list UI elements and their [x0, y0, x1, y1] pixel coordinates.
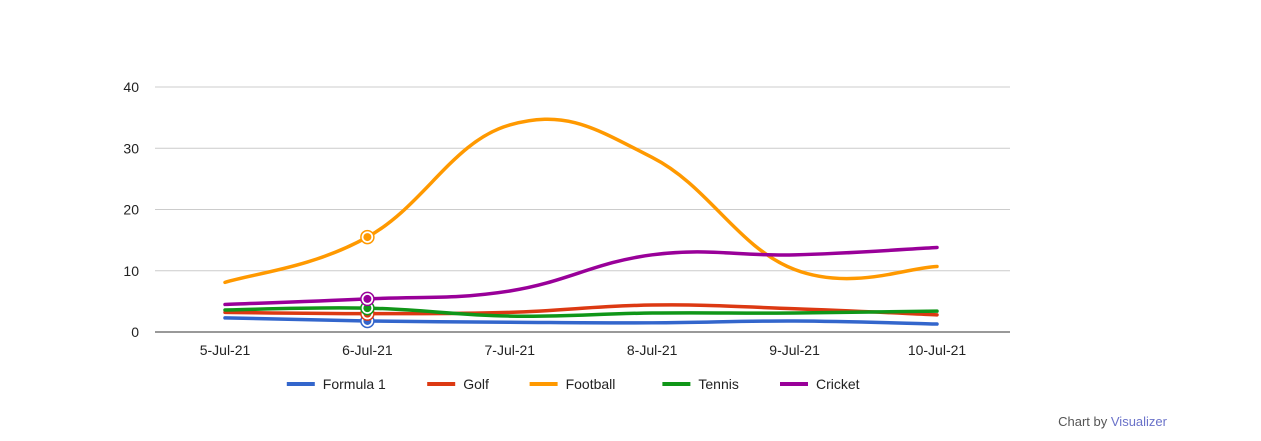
- x-tick-label: 5-Jul-21: [200, 342, 251, 358]
- series-line-tennis[interactable]: [223, 306, 939, 318]
- data-point-tennis[interactable]: [363, 304, 372, 313]
- y-tick-label: 0: [131, 324, 139, 340]
- series-line-football[interactable]: [223, 117, 939, 285]
- x-tick-label: 8-Jul-21: [627, 342, 678, 358]
- data-point-cricket[interactable]: [363, 294, 372, 303]
- data-point-football[interactable]: [363, 233, 372, 242]
- series-line-golf[interactable]: [223, 303, 939, 317]
- visualizer-link[interactable]: Visualizer: [1110, 414, 1167, 429]
- legend-label-tennis[interactable]: Tennis: [698, 376, 738, 392]
- x-tick-label: 10-Jul-21: [908, 342, 967, 358]
- credit-prefix: Chart by: [1058, 414, 1108, 429]
- highlight-markers: [360, 229, 375, 329]
- x-tick-label: 6-Jul-21: [342, 342, 393, 358]
- gridlines: [155, 86, 1010, 333]
- y-tick-label: 20: [123, 202, 139, 218]
- legend-label-formula-1[interactable]: Formula 1: [323, 376, 386, 392]
- x-axis: 5-Jul-21 6-Jul-21 7-Jul-21 8-Jul-21 9-Jul-21…: [200, 342, 967, 358]
- series-line-formula-1[interactable]: [223, 316, 939, 326]
- series-lines: [223, 117, 939, 326]
- legend-label-golf[interactable]: Golf: [463, 376, 489, 392]
- chart-credit: Chart by Visualizer: [1058, 414, 1167, 429]
- legend-label-cricket[interactable]: Cricket: [816, 376, 860, 392]
- legend-label-football[interactable]: Football: [566, 376, 616, 392]
- y-tick-label: 40: [123, 79, 139, 95]
- x-tick-label: 9-Jul-21: [769, 342, 820, 358]
- legend: Formula 1 Golf Football Tennis Cricket: [286, 376, 860, 392]
- y-axis: 0 10 20 30 40: [123, 79, 139, 340]
- x-tick-label: 7-Jul-21: [485, 342, 536, 358]
- y-tick-label: 30: [123, 140, 139, 156]
- y-tick-label: 10: [123, 263, 139, 279]
- series-line-cricket[interactable]: [223, 245, 939, 307]
